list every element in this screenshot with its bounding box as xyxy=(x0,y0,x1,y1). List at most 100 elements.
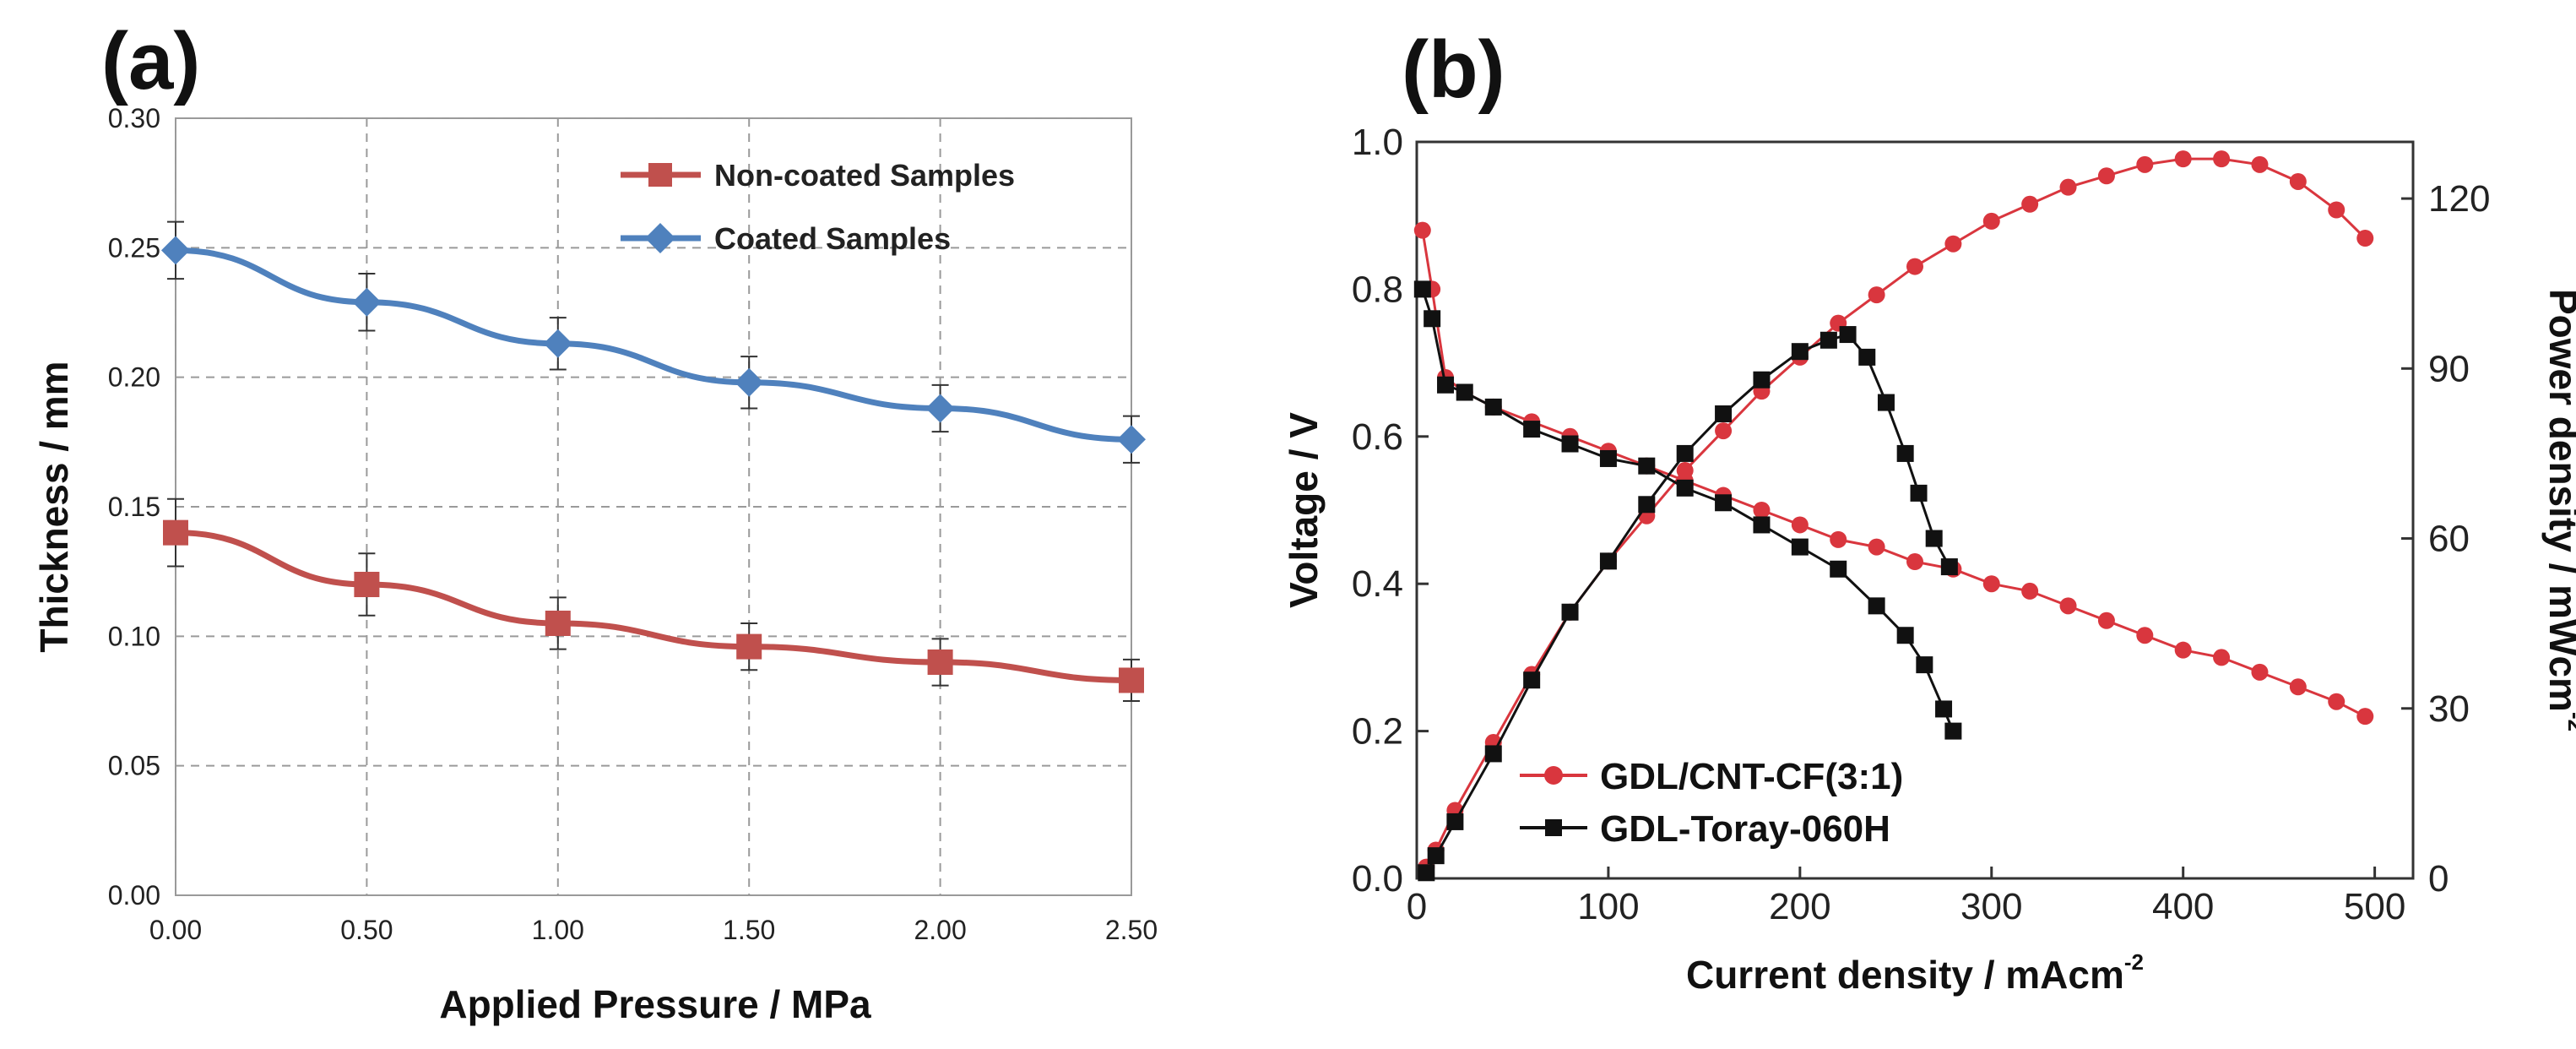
panel-a: (a) 0.00 0.05 0.10 0.15 0.20 0.25 0.30 0.00 0.50… xyxy=(32,16,1158,1026)
data-point xyxy=(352,287,382,317)
legend-label-coated: Coated Samples xyxy=(714,221,951,256)
x-tick-label: 0 xyxy=(1407,886,1427,927)
data-point xyxy=(2356,230,2374,247)
data-point xyxy=(1868,286,1885,304)
data-point xyxy=(161,236,190,265)
y-tick-label: 0.10 xyxy=(108,621,160,651)
y2-tick-label: 60 xyxy=(2428,519,2470,560)
data-point xyxy=(2356,708,2374,726)
data-point xyxy=(736,633,762,660)
data-point xyxy=(2174,641,2192,659)
y-tick-label: 0.05 xyxy=(108,751,160,781)
x-tick-label: 100 xyxy=(1577,886,1639,927)
data-point xyxy=(2213,649,2231,666)
legend-marker-cnt xyxy=(1544,766,1563,785)
x-tick-label: 200 xyxy=(1769,886,1830,927)
y-tick-label: 0.8 xyxy=(1352,269,1403,310)
data-point xyxy=(1858,348,1876,366)
data-point xyxy=(163,519,188,546)
legend-marker-toray xyxy=(1545,819,1562,836)
y-tick-label: 0.6 xyxy=(1352,416,1403,458)
data-point xyxy=(1896,627,1914,644)
x-tick-label: 500 xyxy=(2344,886,2405,927)
data-point xyxy=(2289,678,2307,696)
data-point xyxy=(735,367,764,397)
data-point xyxy=(1484,398,1502,416)
ticks-a: 0.00 0.05 0.10 0.15 0.20 0.25 0.30 0.00 0.50 1.00… xyxy=(108,103,1158,945)
plot-area-b xyxy=(1415,140,2415,880)
data-point xyxy=(543,329,572,358)
data-point xyxy=(2059,178,2077,196)
data-point xyxy=(2328,693,2346,710)
legend-b: GDL/CNT-CF(3:1) GDL-Toray-060H xyxy=(1520,756,1903,850)
data-point xyxy=(1117,425,1146,454)
y2-tick-label: 30 xyxy=(2428,688,2470,730)
legend-marker-noncoated xyxy=(648,163,672,187)
data-point xyxy=(2097,611,2115,629)
data-point xyxy=(1523,671,1541,689)
series-line xyxy=(1425,333,1951,874)
data-point xyxy=(1791,538,1809,556)
data-point xyxy=(2021,195,2039,213)
x-tick-label: 300 xyxy=(1960,886,2022,927)
data-point xyxy=(1830,560,1847,578)
data-point xyxy=(1982,212,2000,230)
data-point xyxy=(1638,457,1656,475)
data-point xyxy=(1456,383,1473,401)
data-point xyxy=(1715,422,1733,440)
data-point xyxy=(1424,310,1441,328)
x-tick-label: 0.00 xyxy=(149,915,202,945)
data-point xyxy=(1413,221,1431,239)
x-tick-label: 2.50 xyxy=(1105,915,1158,945)
data-point xyxy=(1896,444,1914,462)
data-point xyxy=(1413,280,1431,298)
data-point xyxy=(1753,516,1771,534)
legend-label-cnt: GDL/CNT-CF(3:1) xyxy=(1600,756,1903,797)
series-line xyxy=(175,247,1132,443)
y-tick-label: 0.0 xyxy=(1352,858,1403,900)
data-point xyxy=(1906,553,1923,571)
legend-label-toray: GDL-Toray-060H xyxy=(1600,808,1890,850)
data-point xyxy=(1676,444,1694,462)
data-point xyxy=(1599,552,1617,570)
data-point xyxy=(2251,663,2269,681)
data-point xyxy=(2136,155,2154,173)
data-point xyxy=(1638,496,1656,514)
data-point xyxy=(2289,172,2307,190)
x-axis-title-a: Applied Pressure / MPa xyxy=(439,982,871,1026)
data-point xyxy=(1940,558,1958,576)
data-point xyxy=(1484,745,1502,763)
data-point xyxy=(545,611,571,636)
data-point xyxy=(1791,516,1809,534)
data-point xyxy=(1753,502,1771,519)
data-point xyxy=(1830,530,1847,548)
legend-a: Non-coated Samples Coated Samples xyxy=(621,158,1015,256)
data-point xyxy=(2251,155,2269,173)
data-point xyxy=(2021,582,2039,600)
panel-b: (b) 0 100 200 300 400 500 0.0 0.2 0.4 0.6 0.8 1.0 0 3… xyxy=(1282,24,2576,997)
y-tick-label: 0.20 xyxy=(108,362,160,393)
data-point xyxy=(1119,667,1144,693)
legend-label-noncoated: Non-coated Samples xyxy=(714,158,1015,193)
y2-tick-label: 120 xyxy=(2428,178,2490,220)
data-point xyxy=(1753,371,1771,389)
series-line xyxy=(1421,230,2366,718)
data-point xyxy=(1839,326,1857,344)
data-point xyxy=(1561,603,1579,621)
data-point xyxy=(1916,656,1933,674)
data-point xyxy=(1676,462,1694,480)
x-tick-label: 1.00 xyxy=(532,915,584,945)
data-point xyxy=(1418,864,1435,882)
y-tick-label: 0.15 xyxy=(108,492,160,522)
x-tick-label: 1.50 xyxy=(723,915,775,945)
y-tick-label: 0.25 xyxy=(108,232,160,263)
data-point xyxy=(1791,343,1809,361)
data-point xyxy=(1523,421,1541,438)
data-point xyxy=(1877,394,1895,411)
data-point xyxy=(1427,847,1445,865)
data-point xyxy=(354,572,380,597)
data-point xyxy=(1599,449,1617,467)
data-point xyxy=(2097,167,2115,185)
y-axis-title-a: Thickness / mm xyxy=(32,361,76,652)
